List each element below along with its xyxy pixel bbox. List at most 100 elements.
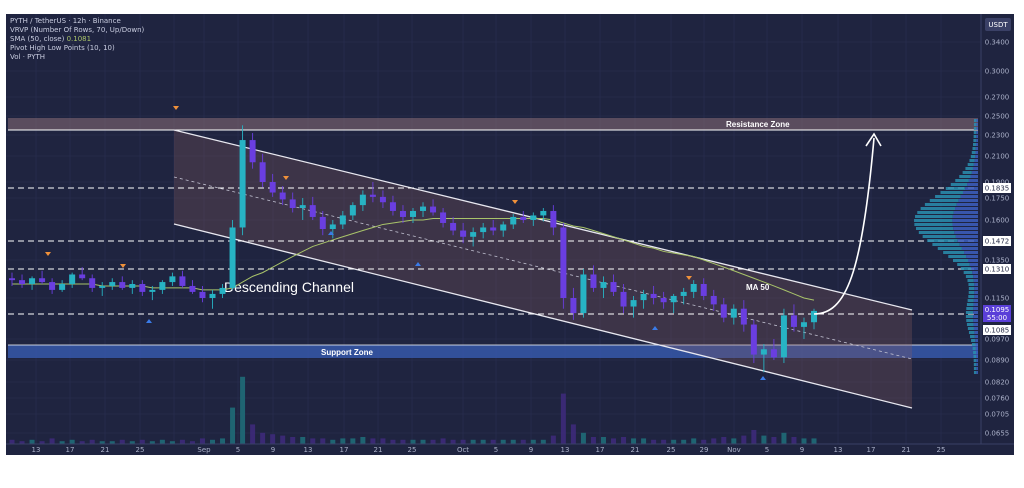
volume-bar [741, 435, 747, 444]
volume-profile-bar [953, 227, 978, 230]
chart-panel[interactable]: Resistance Zone Support Zone Descending … [6, 14, 1014, 455]
candle-body [490, 227, 497, 231]
volume-profile-bar [954, 231, 978, 234]
time-axis[interactable]: 13 17 21 25 Sep 5 9 13 17 21 25 Oct 5 9 13 17 21 25 29 Nov 5… [32, 446, 946, 454]
volume-bar [159, 439, 165, 444]
volume-profile-bar [967, 183, 978, 186]
volume-profile-bar [967, 279, 974, 282]
candle-body [389, 202, 396, 211]
price-tick-label: 0.0890 [985, 357, 1010, 365]
time-tick-label: 5 [765, 446, 769, 454]
volume-profile-bar [975, 347, 978, 350]
time-tick-label: 5 [494, 446, 498, 454]
candle-body [430, 206, 437, 213]
time-tick-label: 17 [596, 446, 605, 454]
volume-profile-bar [963, 271, 973, 274]
candle-body [620, 291, 627, 307]
time-tick-label: 25 [667, 446, 676, 454]
candle-body [319, 216, 326, 229]
volume-profile-bar [970, 155, 976, 158]
volume-profile-bar [966, 307, 974, 310]
time-tick-label: 13 [304, 446, 313, 454]
volume-profile-bar [953, 259, 969, 262]
price-tick-label: 0.2100 [985, 153, 1010, 161]
volume-profile-bar [972, 271, 978, 274]
candle-body [410, 210, 416, 217]
volume-bar [320, 438, 326, 444]
volume-bar [530, 439, 536, 444]
volume-bar [641, 438, 647, 444]
volume-profile-bar [935, 195, 961, 198]
volume-profile-bar [974, 291, 978, 294]
candle-body [359, 194, 366, 206]
volume-profile-bar [973, 275, 978, 278]
volume-profile-bar [970, 335, 975, 338]
price-chart[interactable]: Resistance Zone Support Zone Descending … [6, 14, 1014, 455]
support-zone-label: Support Zone [321, 348, 374, 357]
volume-profile-bar [976, 135, 978, 138]
candle-body [680, 291, 687, 296]
candle-body [49, 282, 56, 290]
pivot-high-icon [512, 200, 518, 204]
volume-bar [250, 424, 256, 444]
volume-profile-bar [976, 123, 978, 126]
indicator-sma[interactable]: SMA (50, close) 0.1081 [10, 35, 91, 43]
time-tick-label: 17 [867, 446, 876, 454]
candle-body [129, 283, 136, 288]
volume-profile-bar [965, 187, 978, 190]
candle-body [119, 282, 126, 288]
volume-bar [149, 441, 155, 444]
volume-profile-bar [950, 183, 968, 186]
candle-body [309, 205, 316, 217]
volume-profile-bar [973, 139, 977, 142]
volume-bar [39, 441, 45, 444]
candle-body [19, 280, 26, 284]
candle-body [299, 205, 306, 209]
price-tick-label: 0.1150 [985, 295, 1010, 303]
candle-body [199, 291, 206, 298]
volume-profile-bar [956, 203, 978, 206]
descending-channel-label: Descending Channel [224, 279, 354, 295]
volume-bar [99, 441, 105, 444]
volume-profile-bar [968, 295, 975, 298]
volume-bar [560, 393, 566, 444]
volume-bar [59, 441, 65, 444]
candle-body [530, 215, 537, 220]
volume-bar [199, 438, 205, 444]
candle-body [720, 304, 727, 318]
volume-profile-bar [974, 287, 978, 290]
price-tick-label: 0.1750 [985, 195, 1010, 203]
candle-body [39, 278, 46, 283]
candle-body [600, 282, 607, 288]
volume-bar [109, 441, 115, 444]
candle-body [690, 283, 697, 292]
volume-profile-bar [974, 335, 978, 338]
volume-profile-bar [968, 331, 975, 334]
time-tick-label: 25 [408, 446, 417, 454]
price-tick-label: 0.0655 [985, 430, 1010, 438]
volume-bar [19, 441, 25, 444]
volume-profile-bar [972, 147, 976, 150]
volume-bar [771, 437, 777, 444]
volume-bar [300, 437, 306, 444]
currency-badge[interactable] [985, 18, 1011, 31]
symbol-line[interactable]: PYTH / TetherUS · 12h · Binance [10, 17, 121, 25]
volume-profile-bar [973, 359, 977, 362]
indicator-volume[interactable]: Vol · PYTH [10, 53, 45, 61]
volume-bar [801, 438, 807, 444]
price-axis[interactable]: 0.3400 0.3000 0.2700 0.2500 0.2300 0.2100 0.19… [985, 39, 1010, 438]
candle-body [560, 227, 567, 298]
candle-body [670, 295, 677, 303]
volume-profile-bar [962, 171, 972, 174]
volume-bar [781, 432, 787, 444]
volume-profile-bar [973, 351, 977, 354]
indicator-pivots[interactable]: Pivot High Low Points (10, 10) [10, 44, 115, 52]
price-tick-label: 0.1350 [985, 257, 1010, 265]
volume-profile-bar [976, 127, 978, 130]
candle-body [740, 308, 747, 325]
candle-body [59, 283, 66, 290]
volume-bar [220, 438, 226, 444]
volume-profile-bar [973, 279, 978, 282]
volume-profile-bar [973, 127, 977, 130]
indicator-vrvp[interactable]: VRVP (Number Of Rows, 70, Up/Down) [10, 26, 145, 34]
